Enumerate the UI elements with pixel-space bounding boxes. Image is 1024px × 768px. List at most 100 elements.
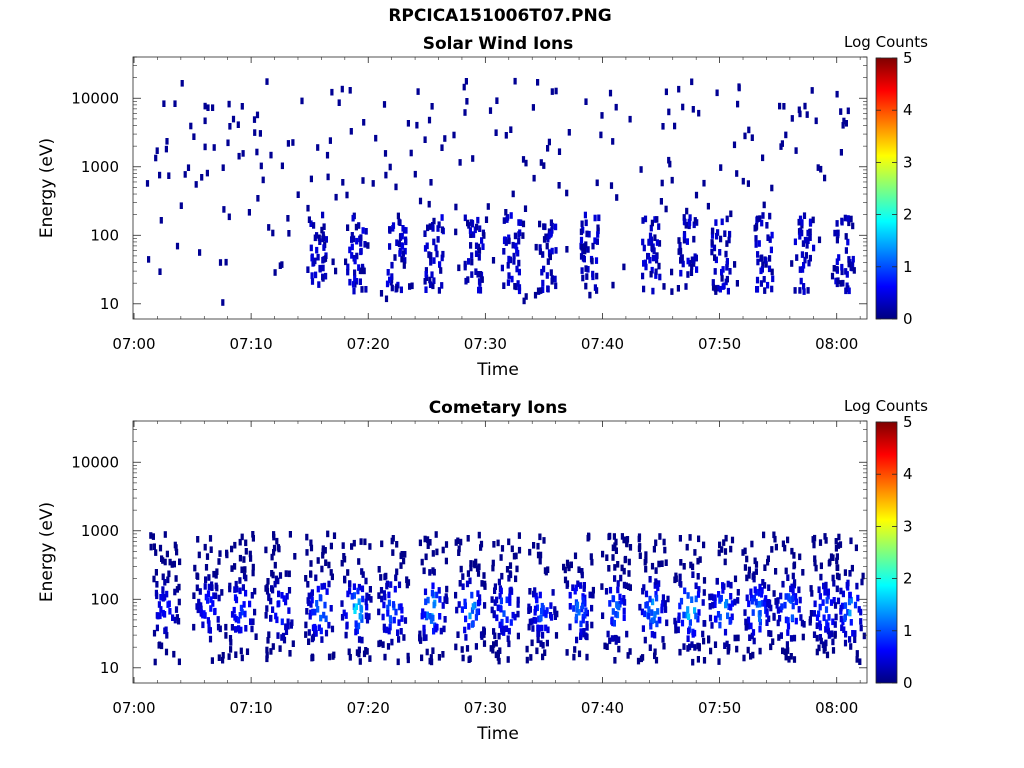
- heatmap-cell: [426, 536, 430, 543]
- heatmap-cell: [506, 635, 510, 642]
- colorbar-tick-label: 1: [903, 258, 913, 276]
- heatmap-cell: [752, 571, 756, 578]
- heatmap-cell: [513, 613, 517, 621]
- heatmap-cell: [224, 632, 228, 639]
- x-tick: 07:40: [581, 57, 624, 353]
- heatmap-cell: [428, 539, 432, 546]
- heatmap-cell: [349, 128, 353, 135]
- heatmap-cell: [160, 642, 164, 650]
- heatmap-cell: [282, 636, 287, 644]
- heatmap-cell: [624, 582, 628, 589]
- heatmap-cell: [296, 191, 300, 198]
- heatmap-cell: [696, 573, 700, 580]
- heatmap-cell: [715, 578, 719, 585]
- heatmap-cell: [530, 618, 534, 625]
- heatmap-cell: [309, 601, 313, 608]
- heatmap-cell: [664, 205, 668, 213]
- heatmap-cell: [722, 583, 726, 590]
- heatmap-cell: [306, 581, 310, 588]
- heatmap-cell: [497, 657, 501, 665]
- heatmap-cell: [730, 536, 735, 544]
- heatmap-cell: [438, 596, 442, 603]
- heatmap-cell: [320, 636, 324, 643]
- heatmap-cell: [434, 625, 438, 633]
- heatmap-cell: [354, 620, 358, 627]
- heatmap-cell: [536, 551, 541, 559]
- heatmap-cell: [474, 250, 479, 257]
- heatmap-cell: [229, 646, 233, 653]
- heatmap-cell: [240, 654, 244, 662]
- heatmap-cell: [638, 603, 642, 611]
- heatmap-cell: [822, 643, 826, 650]
- y-tick-label: 1000: [81, 522, 119, 540]
- heatmap-cell: [481, 243, 485, 250]
- heatmap-cell: [240, 608, 244, 616]
- solar-wind-colorbar-label: Log Counts: [844, 33, 928, 51]
- heatmap-cell: [682, 611, 686, 619]
- heatmap-cell: [344, 258, 348, 266]
- heatmap-cell: [348, 278, 352, 286]
- heatmap-cell: [521, 156, 526, 163]
- heatmap-cell: [544, 610, 548, 618]
- heatmap-cell: [163, 558, 167, 566]
- x-tick-label: 07:40: [581, 699, 624, 717]
- heatmap-cell: [494, 129, 498, 136]
- heatmap-cell: [840, 268, 844, 276]
- heatmap-cell: [206, 597, 210, 604]
- heatmap-cell: [213, 607, 217, 615]
- heatmap-cell: [502, 217, 506, 224]
- heatmap-cell: [550, 88, 554, 95]
- heatmap-cell: [509, 126, 513, 133]
- heatmap-cell: [573, 552, 578, 560]
- heatmap-cell: [760, 591, 764, 598]
- heatmap-cell: [241, 150, 245, 157]
- heatmap-cell: [152, 575, 156, 583]
- heatmap-cell: [343, 576, 347, 584]
- heatmap-cell: [628, 544, 633, 551]
- heatmap-cell: [365, 603, 369, 611]
- heatmap-cell: [727, 644, 731, 651]
- heatmap-cell: [769, 643, 773, 651]
- heatmap-cell: [465, 645, 470, 652]
- heatmap-cell: [517, 219, 521, 226]
- heatmap-cell: [348, 581, 352, 588]
- heatmap-cell: [688, 643, 692, 651]
- heatmap-cell: [353, 275, 357, 282]
- heatmap-cell: [581, 255, 585, 262]
- heatmap-cell: [159, 217, 163, 224]
- heatmap-cell: [287, 587, 292, 594]
- heatmap-cell: [848, 591, 852, 599]
- heatmap-cell: [322, 582, 327, 590]
- heatmap-cell: [224, 258, 228, 266]
- heatmap-cell: [457, 545, 461, 553]
- heatmap-cell: [163, 611, 167, 618]
- heatmap-cell: [832, 265, 836, 272]
- heatmap-cell: [377, 592, 381, 599]
- heatmap-cell: [397, 218, 401, 226]
- heatmap-cell: [309, 244, 313, 252]
- colorbar-tick: 0: [876, 674, 913, 692]
- heatmap-cell: [627, 570, 631, 577]
- heatmap-cell: [797, 586, 801, 594]
- heatmap-cell: [386, 643, 391, 650]
- heatmap-cell: [834, 613, 838, 621]
- heatmap-cell: [514, 575, 518, 583]
- heatmap-cell: [823, 589, 827, 596]
- heatmap-cell: [440, 254, 444, 262]
- heatmap-cell: [261, 176, 265, 184]
- heatmap-cell: [380, 540, 384, 548]
- heatmap-cell: [717, 549, 721, 557]
- heatmap-cell: [465, 580, 470, 588]
- x-tick: 07:00: [112, 421, 156, 717]
- heatmap-cell: [496, 654, 500, 661]
- heatmap-cell: [280, 618, 284, 626]
- heatmap-cell: [786, 617, 790, 624]
- heatmap-cell: [429, 179, 433, 186]
- heatmap-cell: [431, 582, 435, 590]
- heatmap-cell: [170, 561, 174, 568]
- heatmap-cell: [595, 238, 599, 245]
- heatmap-cell: [752, 594, 756, 602]
- heatmap-cell: [756, 215, 760, 223]
- heatmap-cell: [432, 601, 436, 609]
